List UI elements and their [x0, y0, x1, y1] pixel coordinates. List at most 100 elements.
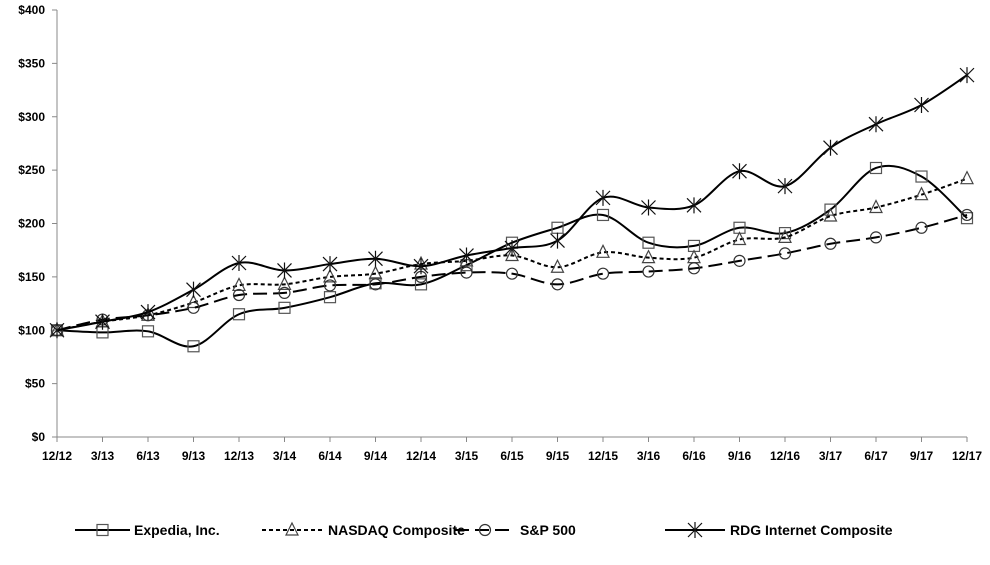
data-point-asterisk	[413, 258, 429, 275]
data-point-triangle	[778, 229, 792, 243]
x-tick-label: 6/14	[318, 449, 342, 463]
data-point-triangle	[505, 247, 519, 262]
data-point-asterisk	[641, 199, 656, 216]
data-point-asterisk	[686, 197, 702, 214]
y-tick-label: $250	[18, 163, 45, 177]
data-point-square	[642, 236, 655, 249]
data-point-triangle	[323, 268, 337, 283]
x-tick-label: 3/13	[91, 449, 115, 463]
legend-item: NASDAQ Composite	[262, 521, 465, 538]
data-point-triangle	[732, 231, 747, 246]
data-point-circle	[460, 266, 473, 279]
data-point-circle	[369, 278, 382, 291]
y-tick-label: $300	[18, 110, 45, 124]
data-point-circle	[232, 288, 246, 302]
data-point-triangle	[914, 186, 929, 201]
data-point-asterisk	[95, 313, 110, 330]
data-point-asterisk	[595, 189, 611, 206]
x-tick-label: 12/16	[770, 449, 800, 463]
data-point-circle	[733, 254, 746, 267]
data-point-triangle	[186, 294, 201, 309]
y-tick-label: $50	[25, 377, 45, 391]
legend-marker-asterisk	[687, 522, 703, 538]
y-tick-label: $0	[32, 430, 46, 444]
data-point-triangle	[459, 252, 474, 267]
x-tick-label: 3/14	[273, 449, 297, 463]
data-point-asterisk	[504, 240, 520, 257]
x-tick-label: 12/13	[224, 449, 254, 463]
y-tick-label: $200	[18, 217, 45, 231]
x-tick-label: 6/17	[864, 449, 888, 463]
y-tick-label: $400	[18, 3, 45, 17]
data-point-circle	[960, 208, 974, 222]
legend-marker-triangle	[285, 521, 299, 536]
data-point-square	[232, 308, 246, 321]
data-point-square	[414, 278, 428, 291]
series-group	[49, 67, 975, 353]
data-point-circle	[505, 267, 519, 280]
legend-item: Expedia, Inc.	[75, 522, 220, 538]
legend-label: Expedia, Inc.	[134, 522, 220, 538]
data-point-triangle	[869, 199, 883, 214]
data-point-triangle	[641, 249, 656, 264]
data-point-asterisk	[550, 232, 565, 249]
data-point-circle	[824, 237, 837, 250]
x-tick-label: 12/15	[588, 449, 618, 463]
series-rdg-internet-composite	[49, 67, 975, 339]
y-tick-label: $150	[18, 270, 45, 284]
data-point-circle	[778, 247, 792, 260]
data-point-square	[869, 161, 883, 175]
data-point-asterisk	[823, 139, 838, 156]
x-tick-label: 9/13	[182, 449, 206, 463]
legend-item: S&P 500	[455, 522, 576, 538]
data-point-asterisk	[732, 163, 747, 180]
data-point-square	[778, 227, 792, 240]
data-point-circle	[687, 262, 701, 275]
data-point-asterisk	[959, 67, 975, 84]
data-point-square	[596, 208, 610, 222]
data-point-circle	[915, 221, 928, 234]
x-tick-label: 3/16	[637, 449, 661, 463]
data-point-asterisk	[231, 254, 247, 271]
x-tick-label: 9/15	[546, 449, 570, 463]
data-point-circle	[187, 301, 200, 314]
data-point-triangle	[550, 258, 565, 273]
x-tick-label: 3/15	[455, 449, 479, 463]
x-tick-label: 9/16	[728, 449, 752, 463]
x-tick-label: 12/14	[406, 449, 436, 463]
data-point-asterisk	[368, 250, 383, 267]
data-point-asterisk	[868, 116, 884, 133]
legend-item: RDG Internet Composite	[665, 522, 893, 538]
x-tick-label: 3/17	[819, 449, 843, 463]
data-point-asterisk	[49, 322, 65, 339]
legend-marker-circle	[478, 523, 492, 537]
legend: Expedia, Inc. NASDAQ Composite S&P 500 RDG …	[75, 521, 893, 538]
series-s-p-500	[50, 208, 974, 337]
data-point-triangle	[960, 170, 974, 185]
data-point-square	[824, 203, 837, 216]
x-tick-label: 6/13	[136, 449, 160, 463]
data-point-triangle	[596, 243, 610, 258]
legend-label: NASDAQ Composite	[328, 522, 465, 538]
x-tick-label: 9/17	[910, 449, 934, 463]
data-point-asterisk	[777, 178, 793, 195]
data-point-asterisk	[186, 281, 201, 298]
data-point-circle	[596, 267, 610, 280]
data-point-circle	[551, 278, 564, 291]
series-line	[56, 213, 968, 332]
data-point-square	[960, 212, 974, 225]
legend-label: RDG Internet Composite	[730, 522, 893, 538]
x-tick-label: 6/16	[682, 449, 706, 463]
data-point-asterisk	[459, 247, 474, 264]
data-point-square	[278, 301, 291, 314]
data-point-asterisk	[277, 262, 292, 279]
data-point-triangle	[277, 276, 292, 290]
y-tick-label: $100	[18, 323, 45, 337]
data-point-square	[141, 325, 155, 338]
data-point-circle	[323, 279, 337, 292]
data-point-asterisk	[914, 97, 929, 114]
data-point-asterisk	[322, 256, 338, 273]
data-point-circle	[869, 231, 883, 244]
x-tick-label: 6/15	[500, 449, 524, 463]
